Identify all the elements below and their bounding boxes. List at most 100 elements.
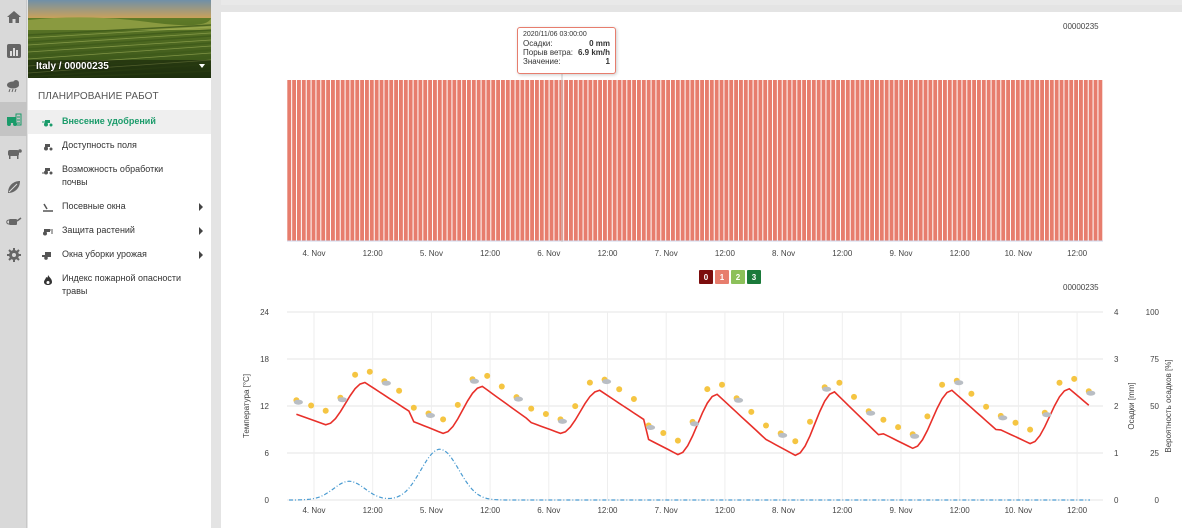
bar[interactable] [933, 80, 938, 241]
bar[interactable] [1079, 80, 1083, 241]
bar[interactable] [350, 80, 355, 241]
bar[interactable] [340, 80, 345, 241]
bar[interactable] [967, 80, 972, 241]
bar[interactable] [598, 80, 603, 241]
settings-nav[interactable] [0, 238, 27, 272]
bar[interactable] [505, 80, 510, 241]
bar[interactable] [583, 80, 588, 241]
bar[interactable] [758, 80, 763, 241]
bar[interactable] [1015, 80, 1020, 241]
bar[interactable] [1020, 80, 1025, 241]
bar[interactable] [685, 80, 690, 241]
bar[interactable] [918, 80, 923, 241]
bar[interactable] [646, 80, 651, 241]
legend-item-0[interactable]: 0 [699, 270, 713, 284]
bar[interactable] [355, 80, 360, 241]
bar[interactable] [578, 80, 583, 241]
bar[interactable] [811, 80, 816, 241]
bar[interactable] [666, 80, 671, 241]
bar[interactable] [700, 80, 705, 241]
bar[interactable] [311, 80, 316, 241]
bar[interactable] [462, 80, 467, 241]
bar[interactable] [593, 80, 598, 241]
bar[interactable] [1040, 80, 1045, 241]
bar[interactable] [467, 80, 471, 241]
bar[interactable] [977, 80, 981, 241]
legend-item-2[interactable]: 2 [731, 270, 745, 284]
bar[interactable] [394, 80, 399, 241]
bar[interactable] [923, 80, 928, 241]
bar[interactable] [603, 80, 607, 241]
irrigation-nav[interactable] [0, 204, 27, 238]
bar[interactable] [316, 80, 321, 241]
menu-item-fire-index[interactable]: Индекс пожарной опасности травы [28, 267, 211, 304]
bar[interactable] [617, 80, 622, 241]
bar[interactable] [539, 80, 544, 241]
bar[interactable] [627, 80, 632, 241]
legend-item-1[interactable]: 1 [715, 270, 729, 284]
bar[interactable] [437, 80, 442, 241]
bar[interactable] [675, 80, 680, 241]
bar[interactable] [525, 80, 530, 241]
bar[interactable] [335, 80, 340, 241]
bar[interactable] [1069, 80, 1074, 241]
bar[interactable] [403, 80, 408, 241]
bar[interactable] [321, 80, 326, 241]
bar[interactable] [962, 80, 967, 241]
bar[interactable] [909, 80, 913, 241]
bar[interactable] [986, 80, 991, 241]
bar[interactable] [1098, 80, 1103, 241]
bar[interactable] [748, 80, 753, 241]
bar[interactable] [486, 80, 491, 241]
bar[interactable] [797, 80, 802, 241]
bar[interactable] [1030, 80, 1035, 241]
bar[interactable] [554, 80, 559, 241]
bar[interactable] [408, 80, 413, 241]
bar[interactable] [787, 80, 792, 241]
bar[interactable] [875, 80, 879, 241]
bar[interactable] [1074, 80, 1079, 241]
bar[interactable] [287, 80, 292, 241]
bar[interactable] [345, 80, 350, 241]
bar[interactable] [496, 80, 501, 241]
bar[interactable] [306, 80, 311, 241]
bar[interactable] [729, 80, 734, 241]
bar[interactable] [457, 80, 462, 241]
bar[interactable] [845, 80, 850, 241]
bar[interactable] [641, 80, 646, 241]
bar[interactable] [607, 80, 612, 241]
home-nav[interactable] [0, 0, 27, 34]
bar[interactable] [831, 80, 836, 241]
bar[interactable] [301, 80, 306, 241]
weather-chart[interactable]: 24 18 12 6 0 4 3 2 1 0 100 75 50 25 0 4. Nov 12:00 5. No… [221, 292, 1182, 522]
bar[interactable] [777, 80, 782, 241]
crops-nav[interactable] [0, 170, 27, 204]
bar[interactable] [297, 80, 301, 241]
bar[interactable] [428, 80, 433, 241]
bar[interactable] [768, 80, 773, 241]
charts-nav[interactable] [0, 34, 27, 68]
bar[interactable] [947, 80, 952, 241]
bar[interactable] [1011, 80, 1015, 241]
bar[interactable] [943, 80, 947, 241]
bar[interactable] [841, 80, 845, 241]
bar[interactable] [763, 80, 768, 241]
bar[interactable] [879, 80, 884, 241]
bar[interactable] [549, 80, 554, 241]
bar[interactable] [379, 80, 384, 241]
bar[interactable] [996, 80, 1001, 241]
bar[interactable] [734, 80, 739, 241]
bar[interactable] [622, 80, 627, 241]
bar[interactable] [671, 80, 675, 241]
bar[interactable] [739, 80, 743, 241]
bar[interactable] [1035, 80, 1040, 241]
farm-banner[interactable]: Italy / 00000235 [28, 0, 211, 78]
menu-item-tillage[interactable]: Возможность обработки почвы [28, 158, 211, 195]
bar[interactable] [292, 80, 297, 241]
bar[interactable] [651, 80, 656, 241]
bar[interactable] [1088, 80, 1093, 241]
bar[interactable] [656, 80, 661, 241]
precipitation-line[interactable] [289, 448, 1090, 501]
bar[interactable] [530, 80, 535, 241]
bar[interactable] [807, 80, 811, 241]
